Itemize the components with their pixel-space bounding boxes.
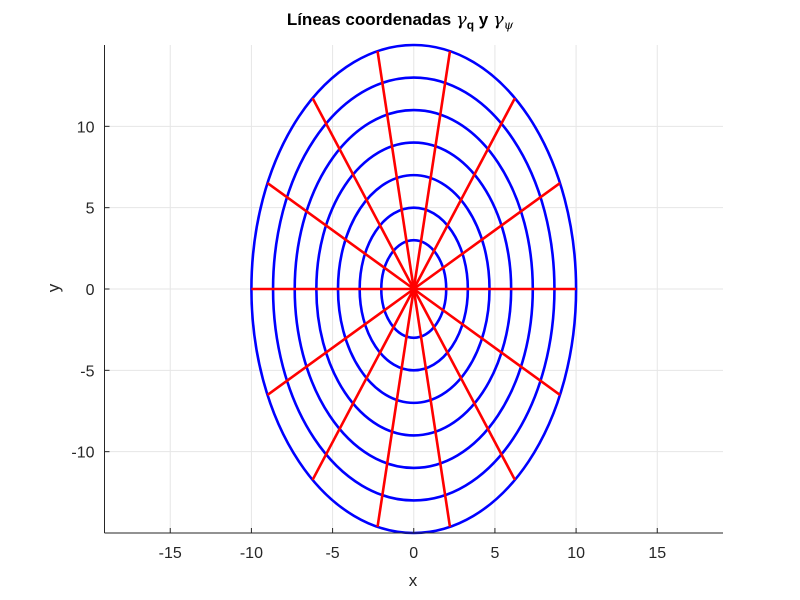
title-conjunction: y	[474, 10, 493, 29]
tick-labels: -15 -10 -5 0 5 10 15 -10 -5 0 5 10	[71, 119, 666, 562]
x-tick-label: -5	[325, 545, 339, 562]
radial-line	[311, 97, 415, 290]
radial-line	[412, 288, 452, 528]
x-tick-label: 5	[490, 545, 499, 562]
chart-title: Líneas coordenadas γq y γψ	[0, 9, 800, 32]
radial-line	[376, 288, 416, 528]
radial-line	[412, 287, 561, 396]
axes	[104, 45, 723, 534]
radial-line	[412, 288, 517, 481]
radial-line	[376, 50, 416, 290]
y-tick-label: 10	[77, 119, 95, 136]
x-tick-label: 0	[409, 545, 418, 562]
title-gamma-psi: γψ	[492, 9, 514, 32]
radial-line	[412, 50, 452, 290]
x-tick-label: 10	[567, 545, 585, 562]
radial-line	[412, 97, 517, 290]
radial-line	[266, 287, 415, 396]
gamma-psi-rays	[251, 50, 577, 528]
x-axis-label: x	[408, 571, 418, 590]
y-tick-label: 0	[86, 282, 95, 299]
radial-line	[311, 288, 415, 481]
x-tick-label: -15	[159, 545, 182, 562]
title-text: Líneas coordenadas	[286, 10, 456, 29]
x-tick-label: -10	[240, 545, 263, 562]
y-axis-label: y	[44, 283, 63, 293]
y-tick-label: 5	[86, 201, 95, 218]
y-tick-label: -10	[71, 445, 94, 462]
y-tick-label: -5	[80, 363, 94, 380]
radial-line	[266, 182, 415, 291]
x-tick-label: 15	[648, 545, 666, 562]
title-gamma-q: γq	[455, 9, 475, 32]
radial-line	[412, 182, 561, 291]
